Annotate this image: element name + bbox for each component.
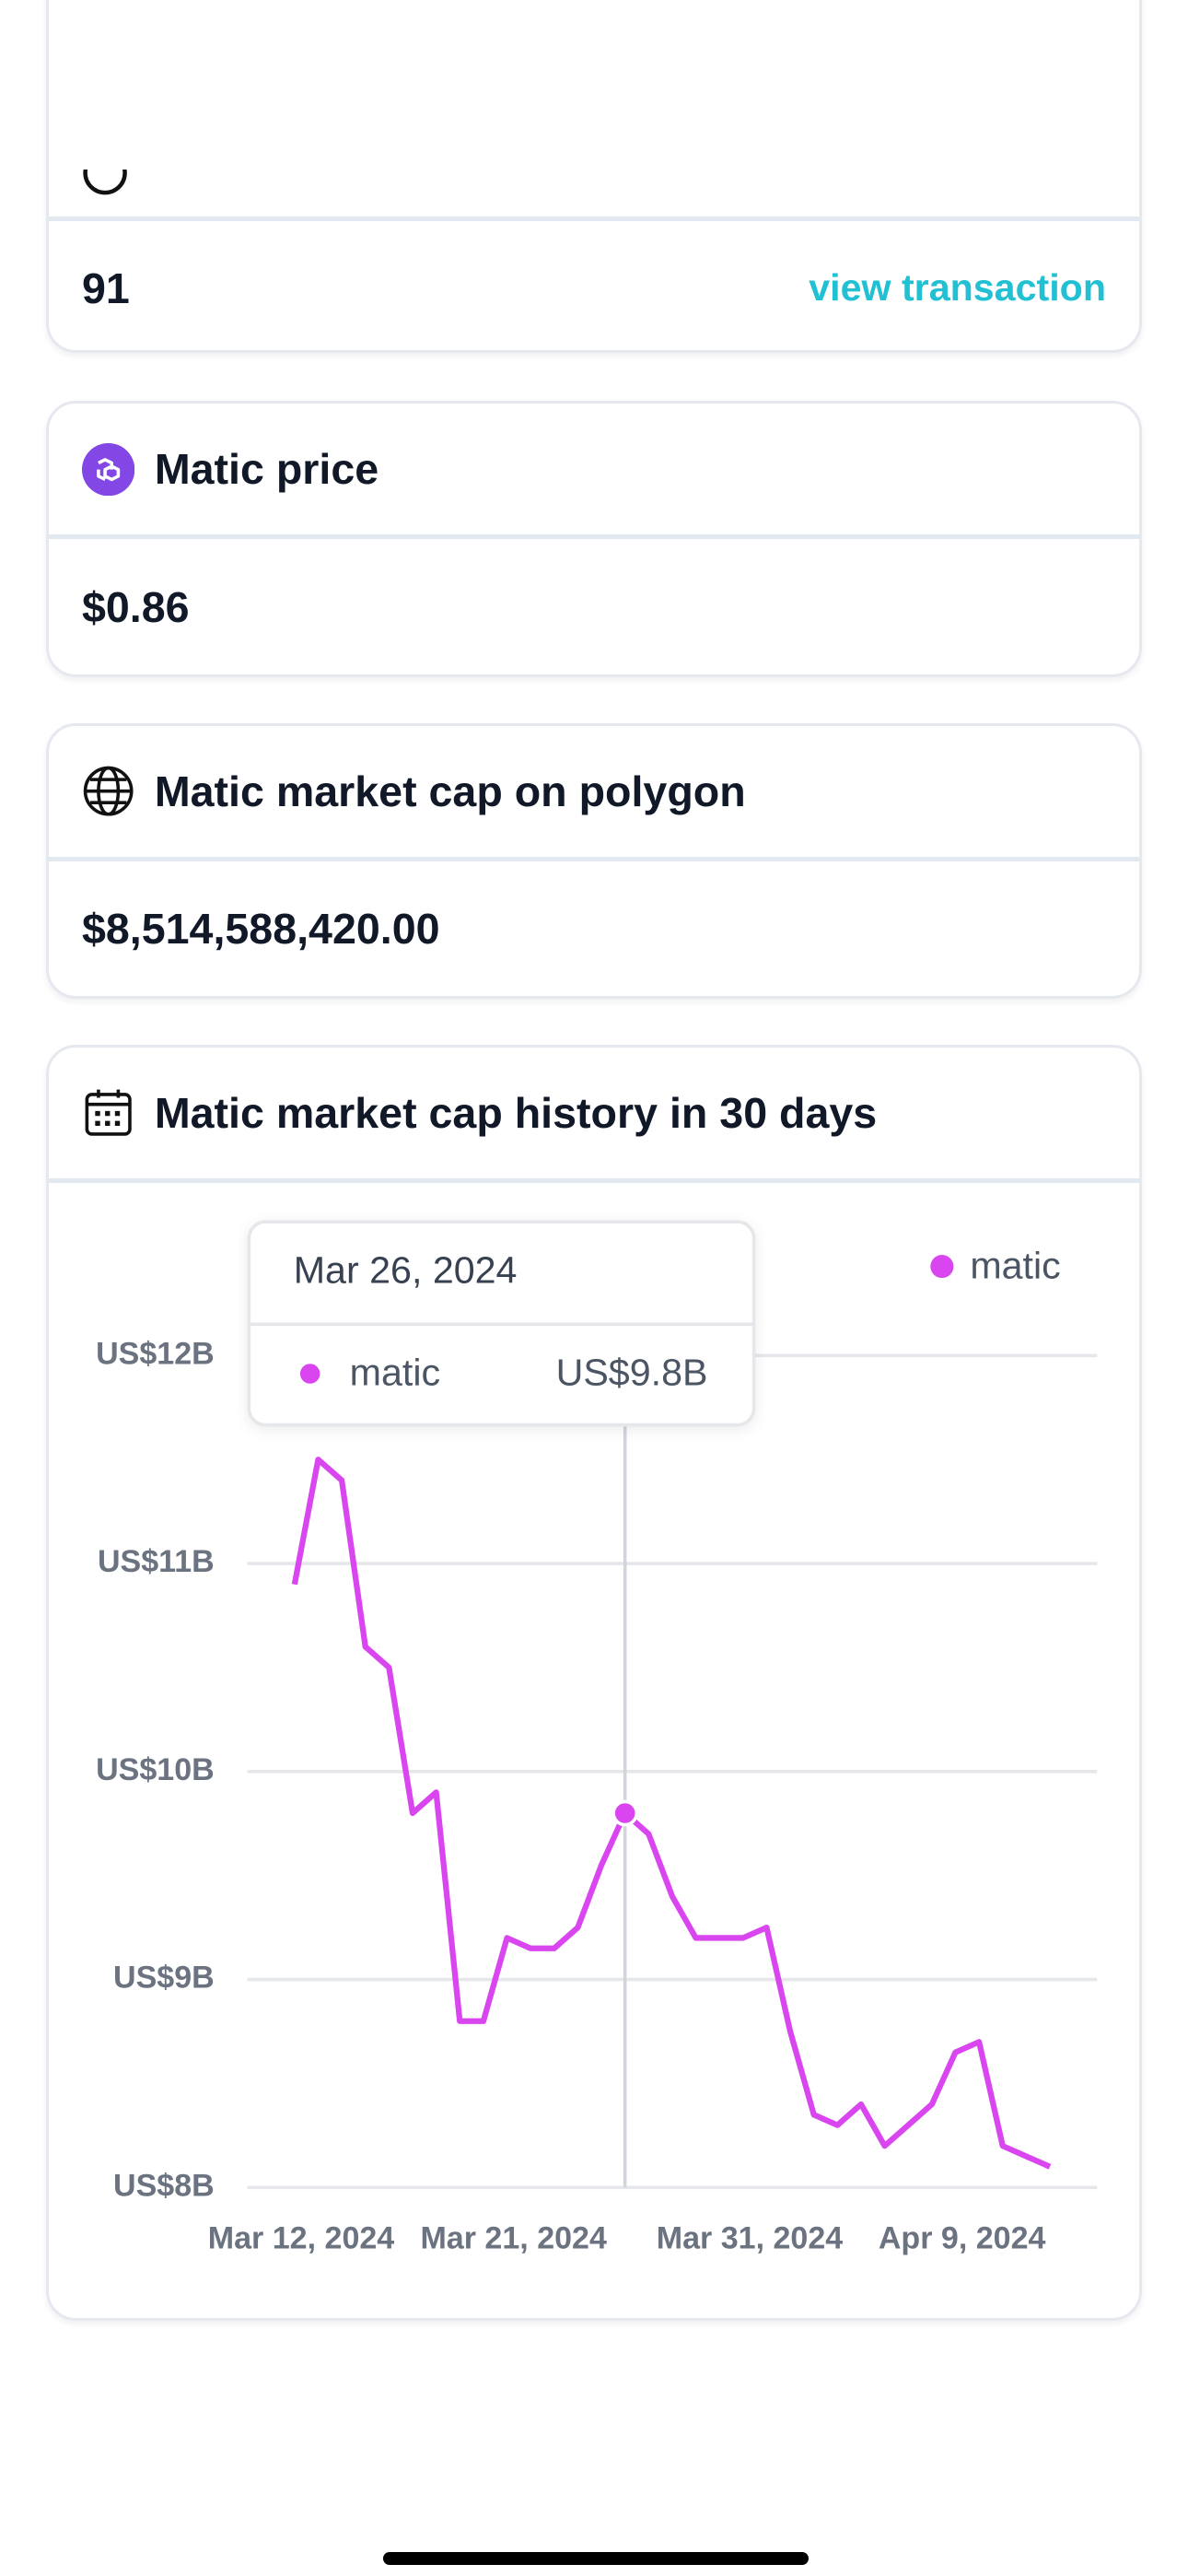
tooltip-value: US$9.8B [556,1351,708,1393]
card-row: 91 view transaction [49,221,1139,351]
polygon-icon [81,442,135,496]
price-value: $0.86 [81,582,190,631]
card-header: Matic market cap history in 30 days [49,1048,1139,1184]
card-title: Matic price [154,445,379,494]
card-row: $8,514,588,420.00 [49,861,1139,996]
x-tick-label: Apr 9, 2024 [879,2220,1046,2255]
price-card: Matic price $0.86 [46,401,1142,677]
calendar-icon [85,1089,132,1137]
legend-marker [930,1254,954,1278]
x-tick-label: Mar 12, 2024 [208,2220,395,2255]
globe-icon [83,766,134,816]
card-header: Matic market cap on polygon [49,726,1139,861]
block-count: 91 [81,263,130,312]
transaction-card: 91 view transaction [46,0,1142,354]
y-tick-label: US$8B [113,2168,215,2203]
x-tick-label: Mar 31, 2024 [657,2220,844,2255]
tooltip-point [611,1799,639,1826]
home-indicator [382,2551,809,2566]
card-header: Matic price [49,404,1139,540]
market-cap-value: $8,514,588,420.00 [81,905,440,954]
card-row: $0.86 [49,539,1139,673]
card-title: Matic market cap history in 30 days [154,1089,878,1138]
tooltip-series: matic [350,1351,440,1393]
legend-label: matic [970,1244,1060,1286]
y-tick-label: US$10B [96,1751,215,1786]
y-tick-label: US$11B [98,1544,215,1579]
icon [83,170,127,195]
view-transaction-link[interactable]: view transaction [809,266,1106,310]
series-line [291,1456,1052,2170]
y-tick-label: US$9B [113,1960,215,1995]
chart: US$8B US$9B US$10B US$11B US$12B Mar 12, 2024… [96,1220,1098,2255]
market-cap-card: Matic market cap on polygon $8,514,588,4… [46,722,1142,999]
card-header [49,0,1139,221]
x-tick-label: Mar 21, 2024 [421,2220,608,2255]
tooltip-title: Mar 26, 2024 [294,1248,518,1291]
tooltip-marker [297,1360,324,1388]
y-tick-label: US$12B [96,1336,215,1371]
card-title: Matic market cap on polygon [154,767,746,815]
